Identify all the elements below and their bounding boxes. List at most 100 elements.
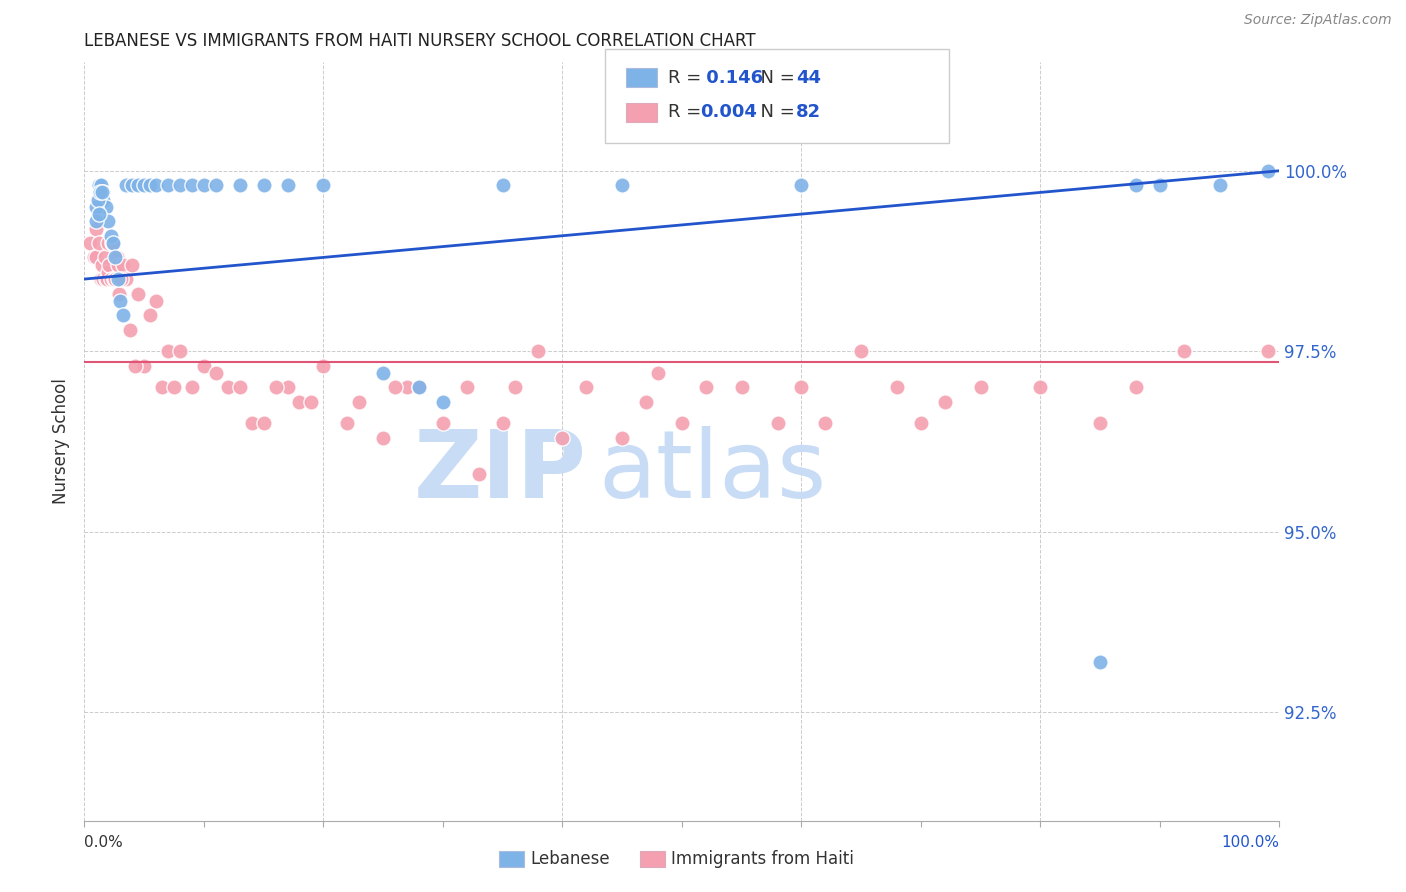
Point bbox=[432, 417, 454, 431]
Point bbox=[1257, 163, 1279, 178]
Point bbox=[103, 272, 125, 286]
Point bbox=[647, 366, 669, 380]
Point bbox=[86, 221, 108, 235]
Point bbox=[312, 178, 335, 193]
Text: N =: N = bbox=[749, 103, 801, 121]
Point bbox=[408, 380, 430, 394]
Point bbox=[886, 380, 908, 394]
Point bbox=[181, 380, 204, 394]
Point bbox=[91, 186, 114, 200]
Point bbox=[910, 417, 932, 431]
Point bbox=[373, 366, 395, 380]
Point bbox=[93, 272, 115, 286]
Point bbox=[503, 380, 526, 394]
Text: 82: 82 bbox=[796, 103, 821, 121]
Point bbox=[90, 272, 112, 286]
Point bbox=[240, 417, 263, 431]
Point bbox=[1173, 344, 1195, 359]
Point bbox=[695, 380, 717, 394]
Point bbox=[87, 207, 110, 221]
Point bbox=[205, 178, 228, 193]
Point bbox=[527, 344, 550, 359]
Point bbox=[97, 235, 120, 250]
Point bbox=[132, 359, 156, 373]
Point bbox=[90, 178, 112, 193]
Point bbox=[790, 380, 813, 394]
Point bbox=[1257, 344, 1279, 359]
Point bbox=[575, 380, 598, 394]
Point bbox=[101, 235, 124, 250]
Point bbox=[264, 380, 287, 394]
Point bbox=[110, 293, 132, 308]
Point bbox=[93, 251, 115, 265]
Point bbox=[100, 228, 122, 243]
Point bbox=[104, 272, 127, 286]
Point bbox=[115, 178, 138, 193]
Text: 0.004: 0.004 bbox=[700, 103, 756, 121]
Point bbox=[107, 258, 129, 272]
Point bbox=[87, 235, 110, 250]
Point bbox=[396, 380, 419, 394]
Point bbox=[107, 272, 129, 286]
Point bbox=[349, 394, 371, 409]
Point bbox=[157, 344, 180, 359]
Point bbox=[89, 186, 111, 200]
Text: Immigrants from Haiti: Immigrants from Haiti bbox=[671, 850, 853, 868]
Y-axis label: Nursery School: Nursery School bbox=[52, 378, 70, 505]
Point bbox=[169, 178, 191, 193]
Text: Source: ZipAtlas.com: Source: ZipAtlas.com bbox=[1244, 13, 1392, 28]
Point bbox=[671, 417, 693, 431]
Point bbox=[145, 293, 167, 308]
Point bbox=[456, 380, 478, 394]
Point bbox=[253, 417, 276, 431]
Point bbox=[1149, 178, 1171, 193]
Point bbox=[111, 258, 134, 272]
Point bbox=[139, 178, 162, 193]
Point bbox=[253, 178, 276, 193]
Point bbox=[97, 265, 120, 279]
Point bbox=[145, 178, 167, 193]
Point bbox=[551, 431, 574, 445]
Point bbox=[121, 258, 143, 272]
Point bbox=[636, 394, 658, 409]
Point bbox=[193, 359, 215, 373]
Point bbox=[104, 251, 127, 265]
Point bbox=[408, 380, 430, 394]
Text: 0.0%: 0.0% bbox=[84, 835, 124, 850]
Point bbox=[111, 308, 134, 322]
Point bbox=[86, 193, 108, 207]
Text: R =: R = bbox=[668, 103, 707, 121]
Point bbox=[157, 178, 180, 193]
Point bbox=[814, 417, 837, 431]
Point bbox=[1090, 655, 1112, 669]
Point bbox=[1125, 178, 1147, 193]
Point bbox=[612, 431, 634, 445]
Point bbox=[79, 235, 101, 250]
Point bbox=[1090, 417, 1112, 431]
Text: R =: R = bbox=[668, 69, 707, 87]
Point bbox=[277, 380, 299, 394]
Point bbox=[127, 178, 149, 193]
Point bbox=[127, 286, 149, 301]
Point bbox=[169, 344, 191, 359]
Point bbox=[934, 394, 956, 409]
Point bbox=[94, 200, 117, 214]
Point bbox=[108, 286, 131, 301]
Point bbox=[93, 186, 115, 200]
Text: 100.0%: 100.0% bbox=[1222, 835, 1279, 850]
Point bbox=[181, 178, 204, 193]
Point bbox=[115, 272, 138, 286]
Point bbox=[96, 272, 118, 286]
Point bbox=[121, 178, 143, 193]
Point bbox=[101, 235, 124, 250]
Point bbox=[384, 380, 406, 394]
Text: ZIP: ZIP bbox=[413, 425, 586, 518]
Point bbox=[83, 251, 105, 265]
Point bbox=[86, 251, 108, 265]
Point bbox=[110, 272, 132, 286]
Point bbox=[91, 258, 114, 272]
Point bbox=[87, 178, 110, 193]
Point bbox=[851, 344, 873, 359]
Point bbox=[94, 272, 117, 286]
Point bbox=[86, 214, 108, 228]
